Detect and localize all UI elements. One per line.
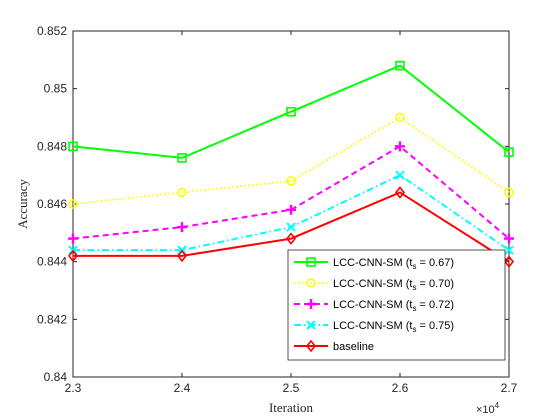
data-point bbox=[503, 255, 515, 268]
data-point bbox=[395, 170, 405, 180]
data-point bbox=[177, 187, 187, 198]
x-tick-label: 2.5 bbox=[283, 381, 300, 395]
legend-label: LCC-CNN-SM (ts = 0.72) bbox=[333, 299, 454, 313]
y-axis: 0.84 0.842 0.844 0.846 0.848 0.85 0.852 bbox=[37, 24, 509, 384]
data-point bbox=[286, 222, 296, 232]
legend-label: LCC-CNN-SM (ts = 0.75) bbox=[333, 320, 454, 334]
data-point bbox=[177, 153, 187, 163]
data-point bbox=[504, 233, 514, 244]
series-1 bbox=[68, 60, 514, 163]
series-line bbox=[72, 145, 510, 240]
x-tick-label: 2.3 bbox=[65, 381, 82, 395]
data-point bbox=[395, 60, 405, 71]
data-point bbox=[285, 232, 297, 245]
x-multiplier-base: ×10 bbox=[476, 404, 495, 416]
y-tick-label: 0.852 bbox=[37, 24, 67, 38]
legend-marker bbox=[305, 339, 317, 353]
legend: LCC-CNN-SM (ts = 0.67) LCC-CNN-SM (ts = 0… bbox=[287, 249, 506, 361]
data-point bbox=[395, 112, 405, 123]
data-point bbox=[177, 222, 187, 233]
y-tick-label: 0.844 bbox=[37, 255, 67, 269]
legend-item: baseline bbox=[294, 339, 374, 353]
series-3 bbox=[68, 141, 514, 244]
y-tick-label: 0.842 bbox=[37, 312, 67, 326]
x-axis-multiplier: ×104 bbox=[476, 401, 500, 416]
legend-label: LCC-CNN-SM (ts = 0.67) bbox=[333, 257, 454, 271]
data-point bbox=[67, 249, 79, 263]
data-point bbox=[68, 233, 78, 244]
x-tick-label: 2.6 bbox=[392, 381, 409, 395]
legend-item: LCC-CNN-SM (ts = 0.72) bbox=[294, 299, 454, 313]
legend-item: LCC-CNN-SM (ts = 0.67) bbox=[294, 257, 454, 271]
y-tick-label: 0.84 bbox=[44, 370, 68, 384]
y-axis-label: Accuracy bbox=[15, 179, 30, 229]
series-5 bbox=[67, 186, 515, 268]
data-point bbox=[176, 249, 188, 263]
legend-marker bbox=[306, 299, 316, 309]
data-point bbox=[68, 141, 78, 152]
legend-item: LCC-CNN-SM (ts = 0.70) bbox=[294, 278, 454, 292]
data-point bbox=[286, 106, 296, 117]
data-point bbox=[504, 245, 514, 255]
legend-label: LCC-CNN-SM (ts = 0.70) bbox=[333, 278, 454, 292]
data-point bbox=[504, 147, 514, 157]
y-tick-label: 0.85 bbox=[44, 82, 68, 96]
legend-marker bbox=[306, 278, 316, 288]
x-axis: 2.3 2.4 2.5 2.6 2.7 bbox=[65, 31, 518, 395]
series-line bbox=[72, 116, 510, 205]
data-point bbox=[286, 204, 296, 215]
series-4 bbox=[68, 170, 514, 255]
x-axis-label: Iteration bbox=[269, 400, 314, 415]
series-layer bbox=[67, 60, 515, 268]
legend-label: baseline bbox=[333, 341, 374, 353]
series-line bbox=[73, 191, 510, 263]
x-multiplier-exponent: 4 bbox=[495, 401, 500, 410]
y-tick-label: 0.848 bbox=[37, 139, 67, 153]
legend-item: LCC-CNN-SM (ts = 0.75) bbox=[294, 320, 454, 334]
data-point bbox=[286, 176, 296, 186]
x-tick-label: 2.7 bbox=[501, 381, 518, 395]
data-point bbox=[504, 187, 514, 198]
series-line bbox=[72, 64, 510, 159]
data-point bbox=[394, 186, 406, 199]
data-point bbox=[395, 141, 405, 152]
y-tick-label: 0.846 bbox=[37, 197, 67, 211]
legend-marker bbox=[306, 320, 316, 330]
data-point bbox=[68, 199, 78, 209]
legend-marker bbox=[306, 257, 316, 267]
x-tick-label: 2.4 bbox=[174, 381, 191, 395]
series-2 bbox=[68, 112, 514, 209]
